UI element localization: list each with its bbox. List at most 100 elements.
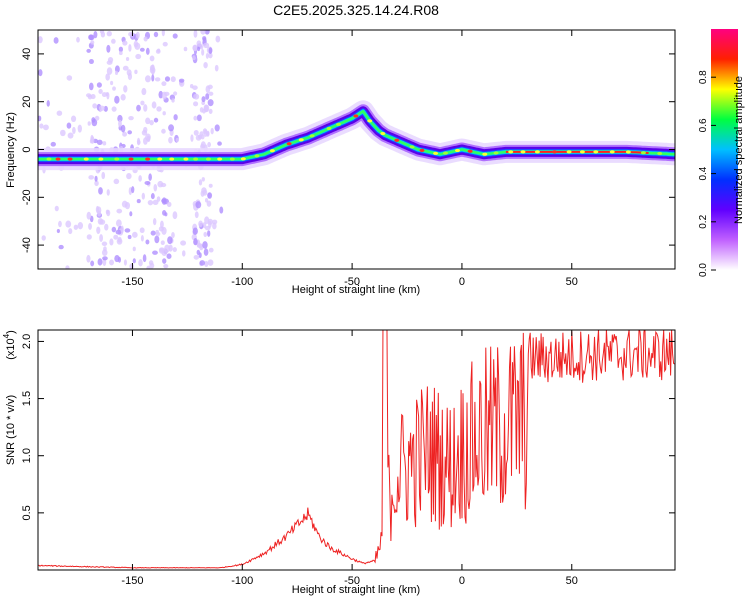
noise-dot — [88, 223, 92, 230]
spectrogram-y-label: Frequency (Hz) — [5, 112, 17, 188]
noise-dot — [145, 117, 151, 125]
noise-dot — [106, 30, 112, 37]
colorbar-gradient — [711, 29, 738, 270]
noise-dot — [50, 141, 56, 147]
noise-dot — [180, 240, 187, 246]
ridge-blob — [298, 138, 304, 142]
noise-dot — [93, 31, 98, 39]
noise-dot — [162, 41, 168, 47]
noise-dot — [150, 64, 155, 72]
noise-dot — [39, 123, 44, 129]
colorbar-label: Normalized spectral amplitude — [733, 76, 745, 224]
noise-dot — [112, 86, 116, 91]
ridge-blob — [579, 150, 585, 154]
noise-dot — [158, 248, 164, 254]
noise-dot — [86, 234, 92, 240]
noise-dot — [144, 180, 151, 185]
noise-dot — [66, 75, 73, 81]
noise-dot — [219, 206, 224, 214]
noise-dot — [150, 193, 155, 200]
noise-dot — [154, 77, 161, 82]
noise-dot — [116, 208, 123, 214]
noise-dot — [207, 259, 214, 266]
noise-dot — [154, 235, 160, 244]
colorbar-tick-label: 0.0 — [698, 263, 709, 277]
noise-dot — [162, 258, 167, 264]
noise-dot — [53, 37, 59, 44]
noise-dot — [160, 240, 165, 246]
noise-dot — [193, 30, 198, 38]
spectrogram-x-tick-label: 0 — [459, 276, 465, 288]
noise-dot — [172, 247, 177, 253]
noise-dot — [94, 115, 100, 121]
noise-dot — [163, 263, 169, 269]
noise-dot — [172, 211, 178, 220]
noise-dot — [46, 100, 50, 107]
ridge-blob — [205, 157, 211, 161]
noise-dot — [203, 61, 208, 69]
noise-dot — [164, 244, 171, 253]
ridge-blob — [394, 138, 400, 142]
noise-dot — [178, 78, 185, 83]
noise-dot — [156, 106, 162, 112]
noise-dot — [196, 114, 202, 122]
ridge-blob — [46, 157, 52, 161]
noise-dot — [118, 119, 122, 128]
noise-dot — [97, 210, 102, 217]
noise-dot — [77, 124, 82, 133]
ridge-blob — [433, 151, 439, 155]
noise-dot — [98, 105, 105, 111]
spectrogram-x-ticks: -150 -100 -50 0 50 — [121, 30, 578, 288]
noise-dot — [207, 99, 214, 107]
noise-dot — [90, 260, 95, 267]
noise-dot — [142, 254, 147, 263]
ridge-blob — [520, 150, 526, 154]
noise-dot — [215, 35, 221, 43]
noise-dot — [147, 200, 154, 206]
noise-dot — [96, 82, 102, 88]
noise-dot — [166, 253, 172, 260]
noise-dot — [214, 64, 219, 72]
svg-text:(x104): (x104) — [2, 330, 17, 360]
snr-y-ticks: 0.5 1.0 1.5 2.0 — [21, 334, 675, 521]
noise-dot — [113, 178, 120, 185]
noise-dot — [217, 141, 222, 146]
noise-dot — [129, 211, 133, 217]
noise-dot — [91, 119, 98, 127]
colorbar: 0.0 0.2 0.4 0.6 0.8 Normalized spectral ampl… — [698, 29, 745, 277]
snr-y-tick-label: 1.0 — [21, 448, 33, 463]
noise-dot — [136, 104, 141, 112]
spectrogram-y-tick-label: 0 — [21, 146, 33, 152]
noise-dot — [199, 131, 204, 136]
ridge-blob — [254, 154, 260, 158]
noise-dot — [120, 225, 124, 234]
noise-dot — [122, 131, 128, 137]
noise-dot — [166, 201, 172, 208]
noise-dot — [106, 189, 110, 196]
colorbar-tick-label: 0.2 — [698, 214, 709, 228]
noise-dot — [156, 196, 161, 202]
noise-dot — [192, 227, 198, 235]
noise-dot — [201, 49, 205, 56]
noise-dot — [141, 192, 145, 200]
noise-dot — [101, 241, 108, 246]
spectrogram-x-tick-label: -50 — [344, 276, 360, 288]
snr-scale-base: (x10 — [5, 338, 17, 359]
noise-dot — [111, 106, 117, 112]
noise-dot — [199, 260, 206, 266]
noise-dot — [135, 53, 142, 60]
noise-dot — [132, 246, 136, 252]
noise-dot — [135, 31, 140, 39]
noise-dot — [149, 119, 154, 126]
noise-dot — [92, 103, 98, 109]
noise-dot — [86, 211, 92, 220]
noise-dot — [193, 254, 200, 260]
ridge-blob — [625, 150, 631, 154]
ridge-blob — [336, 122, 342, 126]
snr-scale-label: (x104) — [2, 330, 17, 360]
noise-dot — [102, 256, 108, 261]
noise-dot — [208, 247, 214, 253]
noise-dot — [203, 231, 208, 238]
ridge-blob — [419, 148, 425, 152]
